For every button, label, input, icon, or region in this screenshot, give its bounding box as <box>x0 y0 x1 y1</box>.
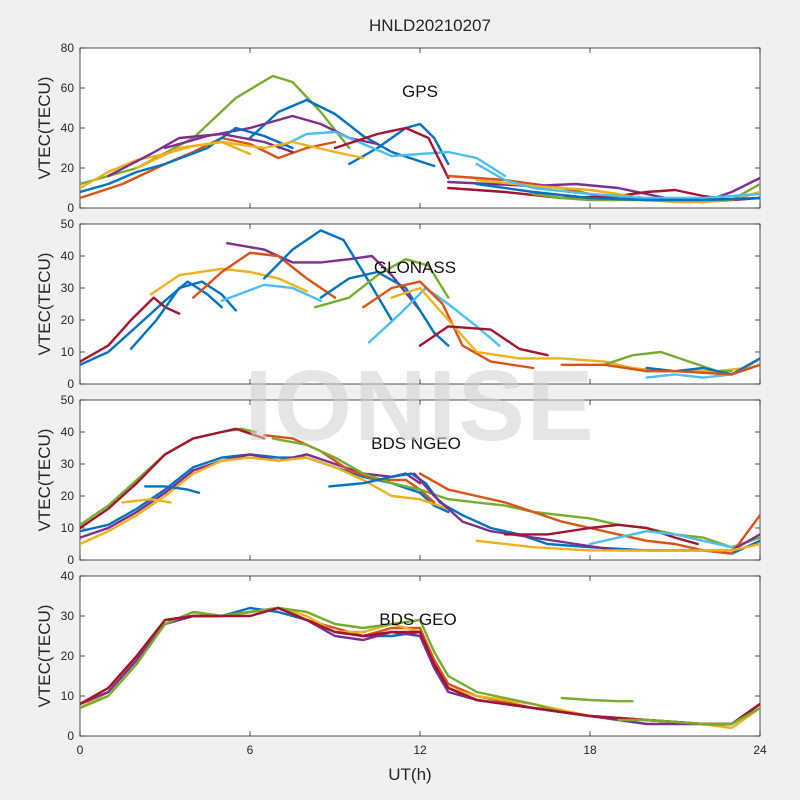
y-tick-label-bds-ngeo-0: 0 <box>67 553 74 567</box>
panel-gps: 0 20 40 60 80 VTEC(TECU) GPS <box>35 41 761 215</box>
series-group-gps <box>80 74 760 204</box>
y-tick-label-bds-geo-30: 30 <box>61 609 75 623</box>
series-line-glonass-7 <box>263 229 393 322</box>
y-tick-label-gps-20: 20 <box>61 161 75 175</box>
y-tick-label-bds-ngeo-40: 40 <box>61 425 75 439</box>
panel-bds-ngeo: 0 10 20 30 40 50 VTEC(TECU) BDS NGEO <box>35 393 761 567</box>
y-tick-label-bds-geo-0: 0 <box>67 729 74 743</box>
y-tick-label-bds-ngeo-10: 10 <box>61 521 75 535</box>
y-axis-label-gps: VTEC(TECU) <box>35 77 54 180</box>
y-tick-label-bds-ngeo-30: 30 <box>61 457 75 471</box>
series-line-glonass-8 <box>220 283 322 302</box>
series-line-glonass-18 <box>560 363 760 376</box>
y-tick-label-glonass-40: 40 <box>61 249 75 263</box>
series-line-bds-ngeo-15 <box>475 539 760 552</box>
series-line-gps-18 <box>475 182 760 202</box>
series-line-gps-9 <box>80 126 294 194</box>
plot-area-gps <box>79 47 761 209</box>
x-axis-label: UT(h) <box>388 765 431 784</box>
panel-label-bds-geo: BDS GEO <box>379 610 456 629</box>
y-tick-label-glonass-50: 50 <box>61 217 75 231</box>
y-tick-label-glonass-20: 20 <box>61 313 75 327</box>
plot-area-bds-geo <box>79 575 761 737</box>
series-line-bds-geo-5 <box>80 606 563 714</box>
series-line-bds-ngeo-14 <box>588 530 733 549</box>
series-group-bds-geo <box>80 606 760 730</box>
y-tick-label-gps-60: 60 <box>61 81 75 95</box>
panel-label-bds-ngeo: BDS NGEO <box>371 434 461 453</box>
x-tick-label-12: 12 <box>413 743 427 757</box>
series-line-gps-10 <box>107 132 294 178</box>
panel-bds-geo: 0 10 20 30 40 0 6 12 18 24 UT(h) VTEC(TECU) BDS GEO <box>35 569 767 784</box>
x-tick-label-6: 6 <box>247 743 254 757</box>
series-line-gps-2 <box>248 98 436 168</box>
y-tick-label-glonass-10: 10 <box>61 345 75 359</box>
y-tick-label-gps-0: 0 <box>67 201 74 215</box>
series-line-bds-ngeo-13 <box>503 523 699 546</box>
y-tick-label-gps-40: 40 <box>61 121 75 135</box>
plot-area-glonass <box>79 223 761 385</box>
y-tick-label-gps-80: 80 <box>61 41 75 55</box>
y-axis-label-glonass: VTEC(TECU) <box>35 253 54 356</box>
figure-title: HNLD20210207 <box>369 16 491 35</box>
x-tick-label-18: 18 <box>583 743 597 757</box>
x-tick-label-0: 0 <box>77 743 84 757</box>
y-tick-label-glonass-0: 0 <box>67 377 74 391</box>
panel-label-gps: GPS <box>402 82 438 101</box>
series-line-bds-ngeo-4 <box>80 453 422 539</box>
y-axis-label-bds-ngeo: VTEC(TECU) <box>35 429 54 532</box>
series-line-bds-ngeo-3 <box>80 453 450 533</box>
watermark-text: IONISE <box>245 350 596 462</box>
series-line-gps-5 <box>277 130 507 178</box>
series-line-bds-ngeo-2 <box>80 427 266 530</box>
series-line-gps-11 <box>135 140 365 170</box>
series-line-glonass-9 <box>314 258 450 309</box>
series-line-bds-ngeo-5 <box>80 456 450 546</box>
series-line-glonass-3 <box>129 280 237 350</box>
panel-glonass: 0 10 20 30 40 50 VTEC(TECU) GLONASS <box>35 217 761 391</box>
panel-label-glonass: GLONASS <box>374 258 456 277</box>
series-line-gps-6 <box>333 126 450 180</box>
y-tick-label-bds-geo-20: 20 <box>61 649 75 663</box>
y-axis-label-bds-geo: VTEC(TECU) <box>35 605 54 708</box>
series-line-glonass-4 <box>149 267 308 296</box>
series-line-bds-geo-6 <box>80 606 760 726</box>
series-line-glonass-6 <box>192 251 337 299</box>
series-line-gps-4 <box>348 122 450 166</box>
y-tick-label-bds-geo-40: 40 <box>61 569 75 583</box>
series-line-glonass-14 <box>418 325 549 357</box>
series-line-glonass-2 <box>80 296 181 363</box>
series-line-bds-geo-8 <box>617 706 760 726</box>
x-tick-label-24: 24 <box>753 743 767 757</box>
y-tick-label-bds-ngeo-20: 20 <box>61 489 75 503</box>
y-tick-label-bds-ngeo-50: 50 <box>61 393 75 407</box>
series-line-bds-ngeo-9 <box>121 498 172 504</box>
y-tick-label-glonass-30: 30 <box>61 281 75 295</box>
series-line-glonass-12 <box>362 280 535 370</box>
y-tick-label-bds-geo-10: 10 <box>61 689 75 703</box>
series-line-glonass-5 <box>226 242 422 312</box>
series-line-gps-17 <box>475 162 760 200</box>
series-group-glonass <box>80 229 760 379</box>
series-line-bds-ngeo-8 <box>144 485 201 494</box>
series-line-bds-geo-7 <box>560 696 634 703</box>
series-group-bds-ngeo <box>80 427 760 555</box>
series-line-glonass-1 <box>80 280 223 366</box>
